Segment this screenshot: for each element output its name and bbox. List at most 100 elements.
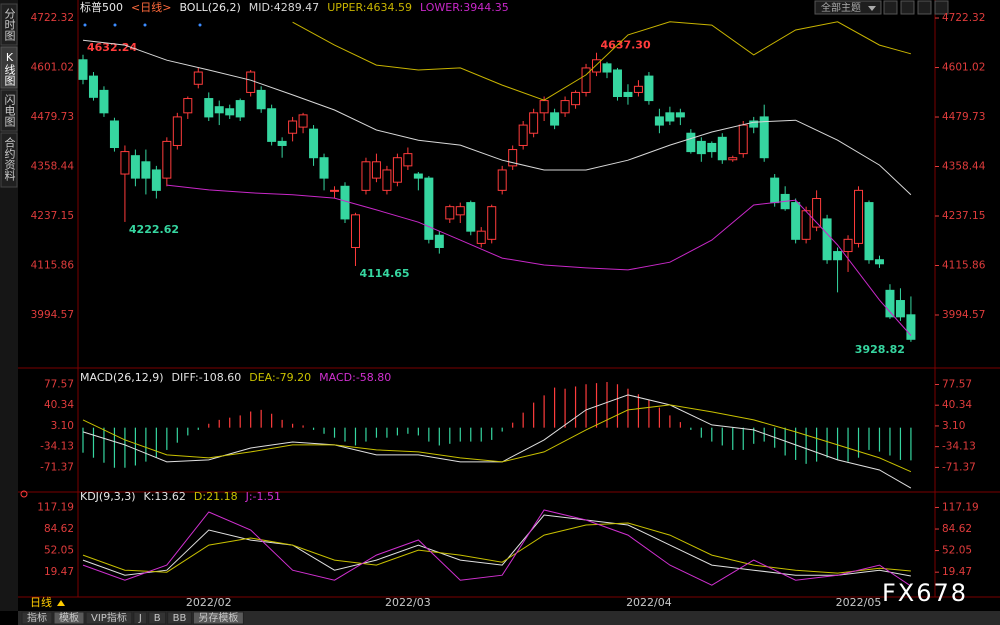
extreme-label: 4632.24 (87, 41, 137, 54)
y-tick-label: 3994.57 (31, 309, 74, 321)
candle-body (885, 289, 895, 318)
candle-body (193, 71, 203, 85)
y-tick-label: -34.13 (942, 441, 976, 453)
y-tick-label: 4722.32 (31, 12, 74, 24)
bottom-tab[interactable]: J (138, 613, 142, 624)
candle-body (172, 116, 182, 146)
candle-body (319, 157, 329, 179)
candle-body (455, 206, 465, 216)
candle-body (424, 177, 434, 240)
dropdown-arrow (868, 6, 876, 11)
indicator-icon[interactable] (20, 490, 28, 498)
candle-body (466, 202, 476, 232)
marker-dot (83, 23, 87, 27)
window-button[interactable] (900, 0, 915, 15)
candle-body (518, 124, 528, 146)
candle-body (141, 161, 151, 179)
bottom-tab[interactable]: 另存模板 (198, 611, 238, 624)
candle-body (130, 155, 140, 179)
legend-entry: MACD:-58.80 (319, 371, 391, 384)
theme-button-label[interactable]: 全部主题 (821, 1, 861, 14)
x-tick-label: 2022/03 (385, 596, 431, 609)
window-button[interactable] (883, 0, 898, 15)
candle-body (791, 202, 801, 240)
x-tick-label: 2022/04 (626, 596, 672, 609)
candle-body (686, 132, 696, 153)
bottom-tab-bg[interactable] (53, 611, 85, 625)
candle-body (78, 59, 88, 80)
candle-body (392, 157, 402, 183)
candle-body (403, 153, 413, 167)
bottom-tab-bg[interactable] (167, 611, 192, 625)
legend-entry: LOWER:3944.35 (420, 1, 509, 14)
panel-indicator: BOLL(26,2) (179, 1, 240, 14)
y-tick-label: 3.10 (942, 420, 965, 432)
candle-body (696, 140, 706, 155)
panel-title: 标普500 (80, 0, 123, 14)
sidebar-tab-active[interactable]: K线图 (3, 51, 16, 87)
theme-button[interactable] (814, 0, 882, 15)
sidebar-tab-bg[interactable] (0, 46, 18, 89)
indicator-line (292, 21, 912, 101)
sidebar-tab[interactable]: 闪电图 (3, 93, 16, 128)
sidebar-tab-bg[interactable] (0, 3, 18, 46)
candle-body (204, 98, 214, 118)
bottom-tab-bg[interactable] (21, 611, 53, 625)
sidebar-tab[interactable]: 分时图 (3, 8, 16, 42)
candle-body (99, 89, 109, 114)
indicator-line (82, 522, 911, 574)
bottom-tab[interactable]: BB (173, 613, 187, 624)
y-tick-label: -34.13 (40, 441, 74, 453)
candle-body (529, 112, 539, 134)
sidebar-tab[interactable]: 合约资料 (3, 136, 16, 182)
bottom-tab[interactable]: 指标 (27, 611, 47, 624)
y-tick-label: 52.05 (942, 545, 972, 557)
indicator-line (82, 509, 912, 587)
y-tick-label: -71.37 (40, 461, 74, 473)
legend-entry: J:-1.51 (245, 490, 281, 503)
y-tick-label: 4358.44 (942, 161, 986, 173)
y-tick-label: 4479.73 (942, 111, 985, 123)
candle-body (612, 69, 622, 98)
sidebar-tab-bg[interactable] (0, 132, 18, 188)
candle-body (717, 136, 727, 161)
candle-body (906, 314, 916, 340)
x-tick-label: 2022/02 (186, 596, 232, 609)
candle-body (214, 106, 224, 114)
sidebar-tab-bg[interactable] (0, 89, 18, 132)
candle-body (571, 91, 581, 106)
period-selector[interactable]: 日线 (30, 595, 52, 609)
indicator-line (82, 39, 912, 196)
candle-body (225, 108, 235, 116)
y-tick-label: 4479.73 (31, 111, 74, 123)
y-tick-label: 40.34 (44, 399, 74, 411)
candle-body (330, 189, 340, 192)
y-tick-label: 4601.02 (942, 62, 985, 74)
legend-entry: MID:4289.47 (249, 1, 319, 14)
candle-body (854, 189, 864, 244)
candle-body (120, 151, 130, 175)
bottom-tab[interactable]: B (154, 613, 161, 624)
bottom-tab[interactable]: VIP指标 (91, 611, 127, 624)
window-button[interactable] (934, 0, 949, 15)
bottom-tab-bg[interactable] (148, 611, 167, 625)
y-tick-label: 3994.57 (942, 309, 985, 321)
y-tick-label: 77.57 (942, 378, 972, 390)
candle-body (256, 89, 266, 110)
candle-body (592, 59, 602, 73)
bottom-tab-bg[interactable] (85, 611, 133, 625)
candle-body (434, 234, 444, 248)
y-tick-label: 52.05 (44, 545, 74, 557)
window-button[interactable] (917, 0, 932, 15)
y-tick-label: 4601.02 (31, 62, 74, 74)
y-tick-label: 4115.86 (942, 259, 986, 271)
panel-indicator: KDJ(9,3,3) (80, 490, 136, 503)
bottom-tab[interactable]: 模板 (59, 611, 79, 624)
candle-body (654, 116, 664, 126)
candle-body (487, 206, 497, 240)
bottom-tab-bg[interactable] (133, 611, 148, 625)
bottom-tab-bg[interactable] (192, 611, 244, 625)
legend-entry: DEA:-79.20 (249, 371, 311, 384)
legend-entry: UPPER:4634.59 (327, 1, 412, 14)
